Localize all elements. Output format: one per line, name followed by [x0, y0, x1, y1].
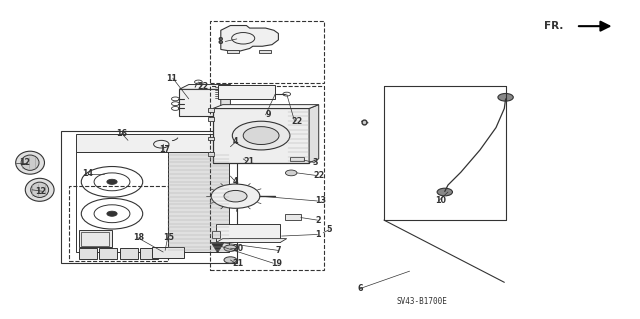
Bar: [208, 137, 214, 140]
Bar: [140, 248, 158, 259]
Ellipse shape: [31, 182, 49, 197]
Bar: [79, 230, 112, 247]
Text: FR.: FR.: [544, 21, 563, 31]
Bar: [79, 248, 97, 259]
Text: 18: 18: [133, 233, 144, 242]
Circle shape: [211, 184, 260, 208]
Text: 22: 22: [197, 82, 209, 91]
Bar: [208, 108, 214, 112]
Text: 20: 20: [232, 244, 243, 253]
Text: 22: 22: [292, 117, 303, 126]
Polygon shape: [309, 105, 319, 163]
Text: 17: 17: [159, 145, 170, 154]
Circle shape: [172, 97, 179, 101]
Bar: [61, 131, 237, 263]
Bar: [76, 134, 229, 152]
Bar: [285, 214, 301, 220]
Bar: [290, 157, 304, 161]
Bar: [259, 50, 271, 53]
Circle shape: [107, 179, 117, 184]
Bar: [210, 21, 324, 83]
Text: 21: 21: [232, 259, 243, 268]
Circle shape: [172, 102, 179, 106]
Bar: [179, 89, 221, 116]
Circle shape: [285, 170, 297, 176]
Text: 8: 8: [218, 37, 223, 46]
Polygon shape: [221, 85, 230, 116]
Text: 4: 4: [232, 177, 238, 186]
Circle shape: [243, 127, 279, 145]
Circle shape: [172, 107, 179, 110]
Circle shape: [107, 211, 117, 216]
Text: 19: 19: [271, 259, 282, 268]
Bar: [213, 108, 309, 163]
Ellipse shape: [15, 151, 44, 174]
Polygon shape: [211, 242, 224, 253]
Text: 5: 5: [326, 225, 332, 234]
Polygon shape: [213, 105, 319, 108]
Text: 2: 2: [315, 216, 321, 225]
Circle shape: [224, 245, 237, 251]
Bar: [99, 248, 117, 259]
Bar: [76, 152, 168, 252]
Ellipse shape: [21, 155, 39, 170]
Circle shape: [498, 93, 513, 101]
Bar: [212, 231, 220, 238]
Bar: [227, 50, 239, 53]
Ellipse shape: [26, 178, 54, 201]
Circle shape: [224, 190, 247, 202]
Text: 12: 12: [19, 158, 30, 167]
Text: 3: 3: [312, 158, 318, 167]
Text: 15: 15: [163, 233, 174, 242]
Bar: [81, 232, 109, 246]
Text: 14: 14: [82, 169, 93, 178]
Text: 10: 10: [435, 197, 446, 205]
Bar: [152, 247, 184, 258]
Text: 11: 11: [166, 74, 177, 83]
Bar: [208, 152, 214, 156]
Text: 12: 12: [35, 187, 46, 196]
Text: 7: 7: [275, 246, 281, 255]
Circle shape: [224, 257, 237, 263]
Text: 6: 6: [357, 284, 363, 293]
Text: 21: 21: [243, 157, 254, 166]
Bar: [69, 186, 168, 261]
Bar: [218, 85, 275, 99]
Bar: [168, 152, 229, 252]
Text: SV43-B1700E: SV43-B1700E: [397, 297, 447, 306]
Circle shape: [232, 121, 290, 150]
Polygon shape: [221, 26, 278, 51]
Bar: [216, 224, 280, 242]
Bar: [208, 117, 214, 121]
Text: 22: 22: [314, 171, 325, 180]
Text: 1: 1: [315, 230, 321, 239]
Bar: [210, 86, 324, 270]
Text: 4: 4: [232, 137, 238, 146]
Polygon shape: [179, 85, 230, 89]
Text: 13: 13: [315, 197, 326, 205]
Bar: [120, 248, 138, 259]
Text: 16: 16: [116, 129, 127, 138]
Polygon shape: [216, 239, 287, 242]
Circle shape: [437, 188, 452, 196]
Text: 9: 9: [266, 110, 271, 119]
